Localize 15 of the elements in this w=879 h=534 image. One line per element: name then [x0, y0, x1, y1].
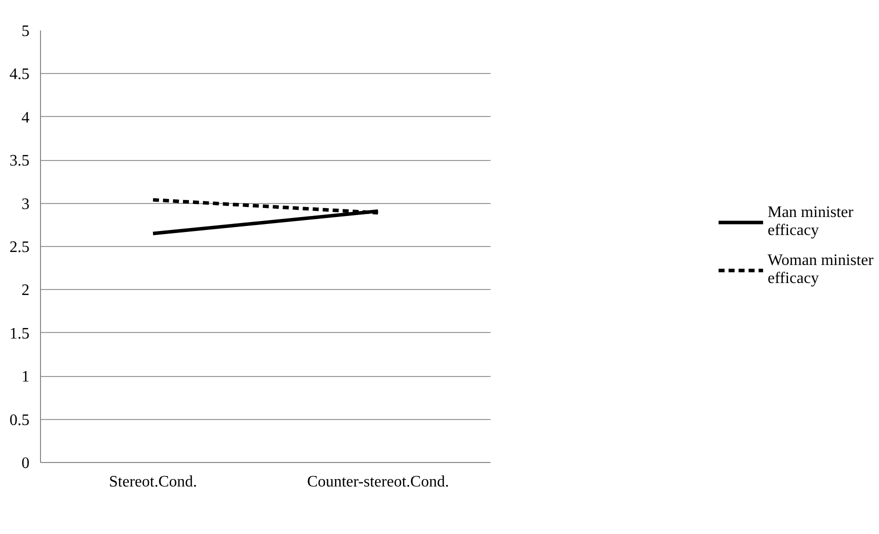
legend-label: Woman minister efficacy — [768, 252, 874, 288]
y-tick-label: 1 — [22, 368, 30, 386]
y-tick-label: 4.5 — [10, 66, 30, 84]
y-tick-label: 1.5 — [10, 325, 30, 342]
x-tick-label: Stereot.Cond. — [109, 474, 198, 490]
y-tick-label: 5 — [22, 23, 30, 40]
y-tick-label: 4 — [22, 109, 30, 126]
y-tick-label: 0 — [22, 455, 30, 472]
y-tick-label: 2 — [22, 282, 30, 300]
x-tick-label: Counter-stereot.Cond. — [307, 474, 449, 490]
legend-label: Man minister efficacy — [768, 204, 854, 240]
y-tick-label: 3 — [22, 196, 30, 213]
y-tick-label: 2.5 — [10, 239, 30, 256]
y-tick-label: 0.5 — [10, 412, 30, 429]
y-tick-label: 3.5 — [10, 152, 30, 170]
